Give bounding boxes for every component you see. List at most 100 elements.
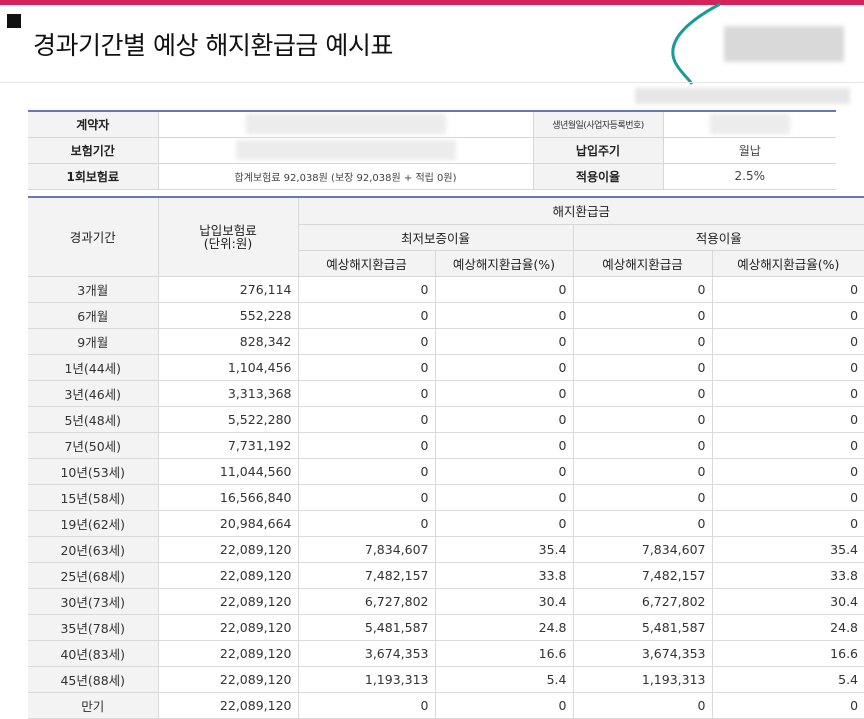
applied-amount-header: 예상해지환급금 <box>572 250 712 277</box>
period-cell: 3개월 <box>28 276 158 303</box>
applied-rate-ratio-cell: 33.8 <box>711 562 864 589</box>
min-guarantee-ratio-cell: 33.8 <box>434 562 573 589</box>
applied-rate-ratio-cell: 0 <box>711 354 864 381</box>
premium-label: 1회보험료 <box>28 163 158 190</box>
page-title: 경과기간별 예상 해지환급금 예시표 <box>33 31 393 60</box>
applied-rate-amount-cell: 1,193,313 <box>572 666 712 693</box>
paid-premium-cell: 22,089,120 <box>157 562 298 589</box>
paid-premium-cell: 3,313,368 <box>157 380 298 407</box>
period-cell: 35년(78세) <box>28 614 158 641</box>
contract-info-table: 계약자 생년월일(사업자등록번호) 보험기간 납입주기 월납 1회보험료 합계보… <box>28 110 836 190</box>
table-row: 30년(73세) 22,089,120 6,727,802 30.4 6,727,802… <box>28 588 864 615</box>
min-guarantee-amount-cell: 0 <box>297 328 435 355</box>
applied-rate-amount-cell: 7,482,157 <box>572 562 712 589</box>
period-cell: 10년(53세) <box>28 458 158 485</box>
table-row: 10년(53세) 11,044,560 0 0 0 0 <box>28 458 864 485</box>
applied-rate-ratio-cell: 0 <box>711 380 864 407</box>
applied-rate-amount-cell: 0 <box>572 406 712 433</box>
table-row: 6개월 552,228 0 0 0 0 <box>28 302 864 329</box>
applied-rate-ratio-cell: 0 <box>711 328 864 355</box>
accent-top-bar <box>0 0 864 5</box>
paid-premium-cell: 22,089,120 <box>157 666 298 693</box>
min-guarantee-ratio-cell: 24.8 <box>434 614 573 641</box>
paid-premium-header: 납입보험료 (단위:원) <box>157 197 298 277</box>
paid-premium-cell: 276,114 <box>157 276 298 303</box>
applied-rate-amount-cell: 0 <box>572 302 712 329</box>
table-row: 3년(46세) 3,313,368 0 0 0 0 <box>28 380 864 407</box>
period-cell: 20년(63세) <box>28 536 158 563</box>
applied-rate-header: 적용이율 <box>572 224 864 251</box>
applied-rate-ratio-cell: 0 <box>711 432 864 459</box>
contractor-label: 계약자 <box>28 111 158 138</box>
table-row: 9개월 828,342 0 0 0 0 <box>28 328 864 355</box>
applied-rate-ratio-cell: 24.8 <box>711 614 864 641</box>
paid-premium-cell: 22,089,120 <box>157 692 298 719</box>
min-guarantee-amount-cell: 0 <box>297 302 435 329</box>
min-guarantee-amount-cell: 0 <box>297 484 435 511</box>
min-guarantee-ratio-cell: 0 <box>434 302 573 329</box>
min-guarantee-ratio-cell: 0 <box>434 406 573 433</box>
period-cell: 만기 <box>28 692 158 719</box>
paid-premium-cell: 7,731,192 <box>157 432 298 459</box>
applied-rate-ratio-cell: 0 <box>711 276 864 303</box>
period-cell: 45년(88세) <box>28 666 158 693</box>
table-row: 45년(88세) 22,089,120 1,193,313 5.4 1,193,313 5… <box>28 666 864 693</box>
paid-premium-cell: 22,089,120 <box>157 614 298 641</box>
min-guarantee-header: 최저보증이율 <box>297 224 573 251</box>
table-row: 20년(63세) 22,089,120 7,834,607 35.4 7,834,607… <box>28 536 864 563</box>
decorative-teal-curve <box>671 2 721 85</box>
min-guarantee-ratio-cell: 0 <box>434 458 573 485</box>
min-guarantee-amount-cell: 0 <box>297 276 435 303</box>
table-row: 19년(62세) 20,984,664 0 0 0 0 <box>28 510 864 537</box>
applied-rate-ratio-cell: 0 <box>711 302 864 329</box>
paid-premium-cell: 5,522,280 <box>157 406 298 433</box>
applied-rate-ratio-cell: 0 <box>711 692 864 719</box>
min-guarantee-amount-cell: 3,674,353 <box>297 640 435 667</box>
period-cell: 3년(46세) <box>28 380 158 407</box>
title-divider <box>0 82 864 83</box>
refund-header: 해지환급금 <box>297 197 864 225</box>
applied-rate-amount-cell: 0 <box>572 380 712 407</box>
applied-rate-ratio-cell: 0 <box>711 484 864 511</box>
min-guarantee-ratio-cell: 0 <box>434 380 573 407</box>
applied-rate-amount-cell: 0 <box>572 510 712 537</box>
min-guarantee-ratio-cell: 0 <box>434 510 573 537</box>
applied-rate-label: 적용이율 <box>532 163 663 190</box>
info-row: 1회보험료 합계보험료 92,038원 (보장 92,038원 + 적립 0원)… <box>28 163 836 190</box>
paid-premium-cell: 22,089,120 <box>157 640 298 667</box>
birth-date-value-redacted <box>662 111 836 138</box>
table-row: 40년(83세) 22,089,120 3,674,353 16.6 3,674,353… <box>28 640 864 667</box>
info-row: 보험기간 납입주기 월납 <box>28 137 836 164</box>
refund-table-body: 3개월 276,114 0 0 0 0 6개월 552,228 0 0 0 0 9개월 828,342 0 0… <box>28 276 864 719</box>
period-cell: 30년(73세) <box>28 588 158 615</box>
min-guarantee-amount-cell: 0 <box>297 510 435 537</box>
table-row: 35년(78세) 22,089,120 5,481,587 24.8 5,481,587… <box>28 614 864 641</box>
period-header: 경과기간 <box>28 197 158 277</box>
period-cell: 9개월 <box>28 328 158 355</box>
min-guarantee-amount-cell: 7,482,157 <box>297 562 435 589</box>
applied-rate-amount-cell: 0 <box>572 432 712 459</box>
min-guarantee-ratio-cell: 0 <box>434 276 573 303</box>
period-cell: 5년(48세) <box>28 406 158 433</box>
table-row: 7년(50세) 7,731,192 0 0 0 0 <box>28 432 864 459</box>
min-guarantee-amount-cell: 0 <box>297 458 435 485</box>
min-guarantee-ratio-cell: 5.4 <box>434 666 573 693</box>
paid-premium-cell: 20,984,664 <box>157 510 298 537</box>
premium-value: 합계보험료 92,038원 (보장 92,038원 + 적립 0원) <box>157 163 533 190</box>
min-guarantee-ratio-cell: 0 <box>434 432 573 459</box>
table-row: 15년(58세) 16,566,840 0 0 0 0 <box>28 484 864 511</box>
applied-rate-ratio-cell: 0 <box>711 458 864 485</box>
min-guarantee-amount-cell: 7,834,607 <box>297 536 435 563</box>
blurred-logo <box>724 26 844 62</box>
applied-rate-amount-cell: 0 <box>572 484 712 511</box>
applied-rate-value: 2.5% <box>662 163 836 190</box>
min-guarantee-amount-cell: 0 <box>297 432 435 459</box>
paid-premium-cell: 16,566,840 <box>157 484 298 511</box>
insurance-period-label: 보험기간 <box>28 137 158 164</box>
applied-rate-amount-cell: 5,481,587 <box>572 614 712 641</box>
min-guarantee-amount-cell: 0 <box>297 380 435 407</box>
min-guarantee-ratio-cell: 0 <box>434 354 573 381</box>
min-guarantee-amount-cell: 5,481,587 <box>297 614 435 641</box>
refund-table: 경과기간 납입보험료 (단위:원) 해지환급금 최저보증이율 적용이율 예상해지… <box>28 196 864 719</box>
paid-premium-cell: 552,228 <box>157 302 298 329</box>
